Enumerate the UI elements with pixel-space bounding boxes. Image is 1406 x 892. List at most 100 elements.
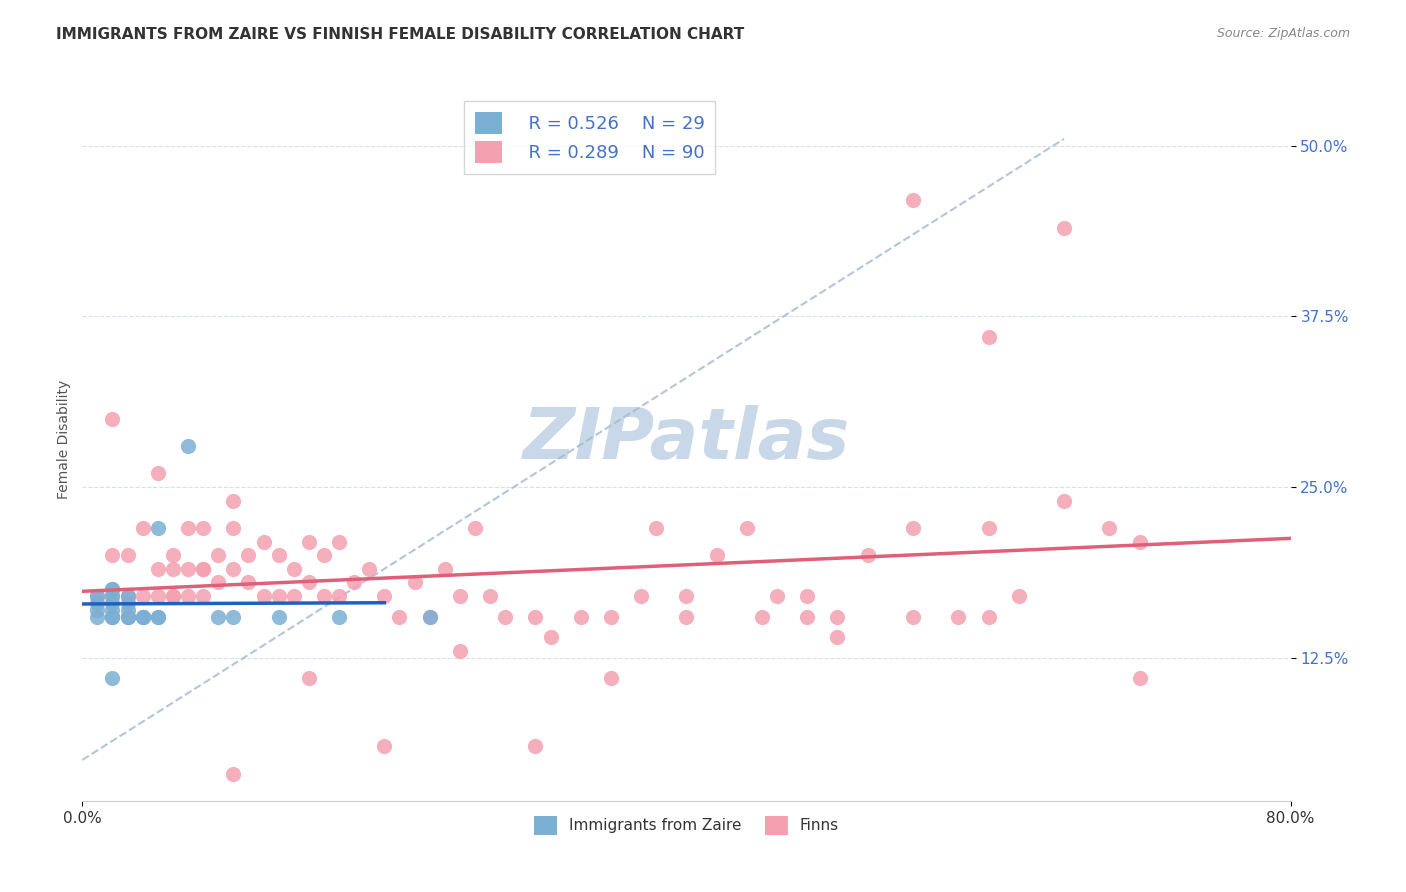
- Point: [388, 609, 411, 624]
- Point: [419, 609, 441, 624]
- Point: [675, 609, 697, 624]
- Point: [1128, 534, 1150, 549]
- Point: [101, 589, 124, 603]
- Point: [117, 603, 139, 617]
- Point: [796, 609, 818, 624]
- Point: [131, 589, 153, 603]
- Point: [827, 630, 849, 644]
- Point: [162, 589, 184, 603]
- Point: [146, 609, 169, 624]
- Point: [328, 589, 350, 603]
- Point: [298, 534, 321, 549]
- Point: [117, 548, 139, 562]
- Point: [86, 596, 108, 610]
- Y-axis label: Female Disability: Female Disability: [58, 379, 72, 499]
- Point: [146, 609, 169, 624]
- Point: [222, 521, 245, 535]
- Point: [101, 609, 124, 624]
- Point: [600, 609, 623, 624]
- Point: [146, 467, 169, 481]
- Point: [479, 589, 502, 603]
- Point: [86, 589, 108, 603]
- Point: [162, 562, 184, 576]
- Point: [312, 548, 335, 562]
- Point: [1098, 521, 1121, 535]
- Point: [131, 609, 153, 624]
- Point: [267, 589, 290, 603]
- Point: [675, 589, 697, 603]
- Point: [101, 609, 124, 624]
- Point: [117, 609, 139, 624]
- Point: [252, 534, 274, 549]
- Point: [117, 589, 139, 603]
- Point: [238, 575, 260, 590]
- Point: [948, 609, 970, 624]
- Point: [977, 330, 1000, 344]
- Point: [101, 609, 124, 624]
- Point: [312, 589, 335, 603]
- Point: [191, 562, 214, 576]
- Point: [146, 521, 169, 535]
- Point: [146, 562, 169, 576]
- Point: [373, 589, 395, 603]
- Point: [191, 562, 214, 576]
- Point: [222, 609, 245, 624]
- Point: [524, 739, 547, 754]
- Point: [101, 603, 124, 617]
- Point: [177, 562, 200, 576]
- Point: [856, 548, 879, 562]
- Point: [1053, 220, 1076, 235]
- Point: [146, 589, 169, 603]
- Point: [328, 609, 350, 624]
- Point: [267, 609, 290, 624]
- Point: [162, 548, 184, 562]
- Point: [283, 562, 305, 576]
- Point: [343, 575, 366, 590]
- Point: [630, 589, 652, 603]
- Point: [162, 589, 184, 603]
- Point: [1128, 671, 1150, 685]
- Point: [238, 548, 260, 562]
- Point: [1053, 493, 1076, 508]
- Point: [117, 596, 139, 610]
- Point: [827, 609, 849, 624]
- Point: [191, 589, 214, 603]
- Point: [433, 562, 456, 576]
- Point: [86, 603, 108, 617]
- Point: [569, 609, 592, 624]
- Point: [645, 521, 668, 535]
- Point: [600, 671, 623, 685]
- Point: [359, 562, 381, 576]
- Point: [404, 575, 426, 590]
- Point: [735, 521, 758, 535]
- Point: [101, 596, 124, 610]
- Point: [464, 521, 486, 535]
- Point: [283, 589, 305, 603]
- Point: [977, 521, 1000, 535]
- Point: [540, 630, 562, 644]
- Point: [117, 609, 139, 624]
- Point: [117, 609, 139, 624]
- Point: [131, 609, 153, 624]
- Point: [101, 582, 124, 597]
- Text: IMMIGRANTS FROM ZAIRE VS FINNISH FEMALE DISABILITY CORRELATION CHART: IMMIGRANTS FROM ZAIRE VS FINNISH FEMALE …: [56, 27, 745, 42]
- Point: [298, 671, 321, 685]
- Point: [101, 589, 124, 603]
- Point: [177, 589, 200, 603]
- Point: [191, 521, 214, 535]
- Point: [101, 548, 124, 562]
- Point: [207, 575, 229, 590]
- Point: [131, 521, 153, 535]
- Point: [101, 671, 124, 685]
- Point: [449, 644, 471, 658]
- Point: [901, 521, 924, 535]
- Point: [177, 439, 200, 453]
- Point: [766, 589, 789, 603]
- Point: [977, 609, 1000, 624]
- Point: [901, 609, 924, 624]
- Point: [328, 534, 350, 549]
- Point: [252, 589, 274, 603]
- Point: [1008, 589, 1031, 603]
- Point: [117, 589, 139, 603]
- Point: [524, 609, 547, 624]
